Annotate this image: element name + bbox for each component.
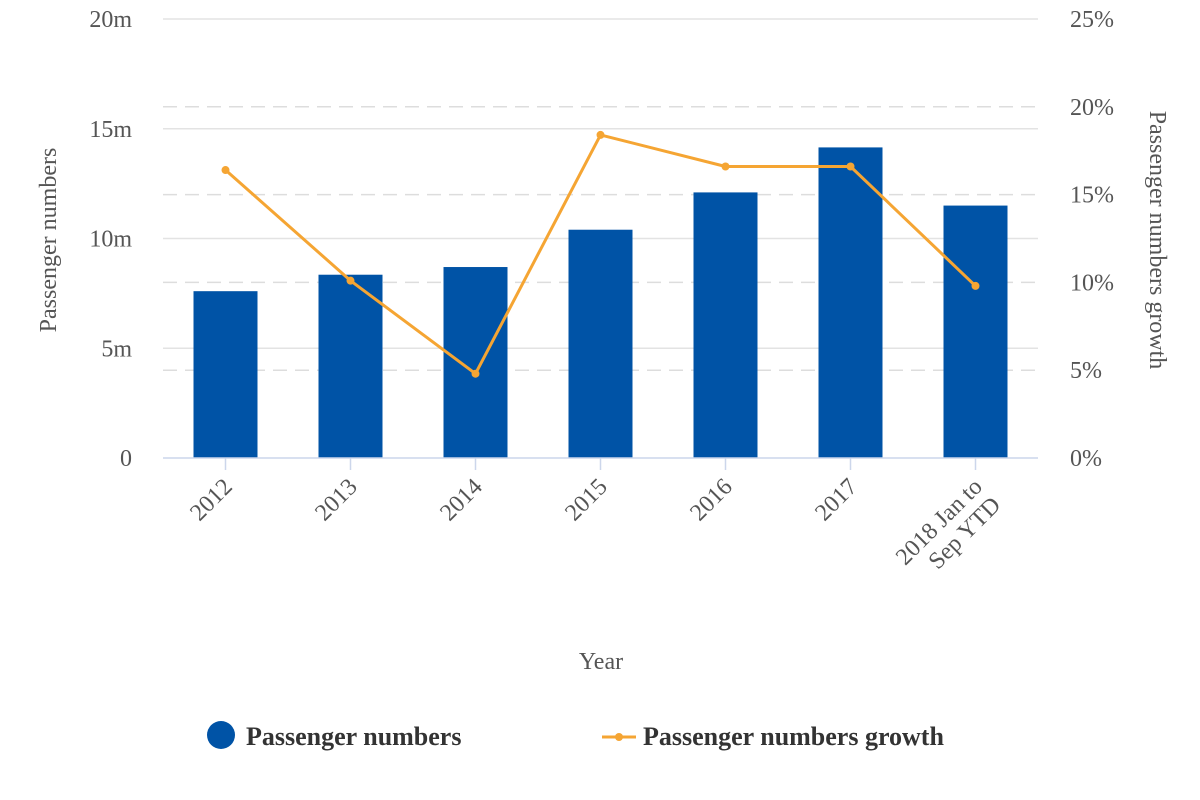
left-axis-tick-label: 10m <box>89 227 132 253</box>
right-axis-tick-labels: 0% 5% 10% 15% 20% 25% <box>1070 7 1114 472</box>
legend: Passenger numbers Passenger numbers grow… <box>207 721 944 751</box>
x-axis-tick-label: 2016 <box>685 474 737 526</box>
bar-passenger-numbers[interactable] <box>943 205 1008 458</box>
y2-axis-title: Passenger numbers growth <box>1144 111 1170 370</box>
x-axis-tick-label: 2012 <box>185 474 237 526</box>
legend-bar-marker-icon <box>207 721 235 749</box>
right-axis-tick-label: 10% <box>1070 270 1114 296</box>
x-axis-tick-labels: 2012 2013 2014 2015 2016 2017 2018 Jan toSep Y… <box>185 474 1006 589</box>
right-axis-tick-label: 25% <box>1070 7 1114 33</box>
growth-point[interactable] <box>471 369 480 378</box>
bar-passenger-numbers[interactable] <box>193 291 258 458</box>
x-axis <box>163 457 1038 470</box>
left-axis-tick-labels: 0 5m 10m 15m 20m <box>89 7 132 472</box>
growth-point[interactable] <box>221 166 230 175</box>
x-axis-tick-label: 2015 <box>560 474 612 526</box>
line-series <box>221 130 980 378</box>
growth-point[interactable] <box>346 276 355 285</box>
legend-label-passenger-numbers-growth: Passenger numbers growth <box>643 722 944 751</box>
legend-label-passenger-numbers: Passenger numbers <box>246 722 461 751</box>
bar-passenger-numbers[interactable] <box>693 192 758 458</box>
grid-lines <box>163 18 1038 371</box>
left-axis-tick-label: 15m <box>89 117 132 143</box>
legend-line-marker-icon <box>615 733 623 741</box>
left-axis-tick-label: 0 <box>120 446 132 472</box>
x-axis-title: Year <box>579 649 623 675</box>
left-axis-tick-label: 5m <box>101 336 132 362</box>
bar-passenger-numbers[interactable] <box>443 267 508 458</box>
growth-point[interactable] <box>846 162 855 171</box>
growth-point[interactable] <box>596 130 605 139</box>
x-axis-tick-label: 2013 <box>310 474 362 526</box>
right-axis-tick-label: 5% <box>1070 358 1102 384</box>
bar-passenger-numbers[interactable] <box>318 274 383 458</box>
legend-item-passenger-numbers-growth[interactable]: Passenger numbers growth <box>602 722 944 751</box>
bar-series <box>193 147 1008 458</box>
bar-passenger-numbers[interactable] <box>818 147 883 458</box>
bar-passenger-numbers[interactable] <box>568 229 633 458</box>
y-axis-title: Passenger numbers <box>36 148 62 333</box>
right-axis-tick-label: 0% <box>1070 446 1102 472</box>
x-axis-tick-label: 2014 <box>435 474 487 526</box>
growth-point[interactable] <box>971 281 980 290</box>
x-axis-tick-label: 2018 Jan toSep YTD <box>891 474 1006 589</box>
x-axis-tick-label: 2017 <box>810 474 862 526</box>
growth-point[interactable] <box>721 162 730 171</box>
right-axis-tick-label: 20% <box>1070 95 1114 121</box>
right-axis-tick-label: 15% <box>1070 183 1114 209</box>
legend-item-passenger-numbers[interactable]: Passenger numbers <box>207 721 461 751</box>
left-axis-tick-label: 20m <box>89 7 132 33</box>
